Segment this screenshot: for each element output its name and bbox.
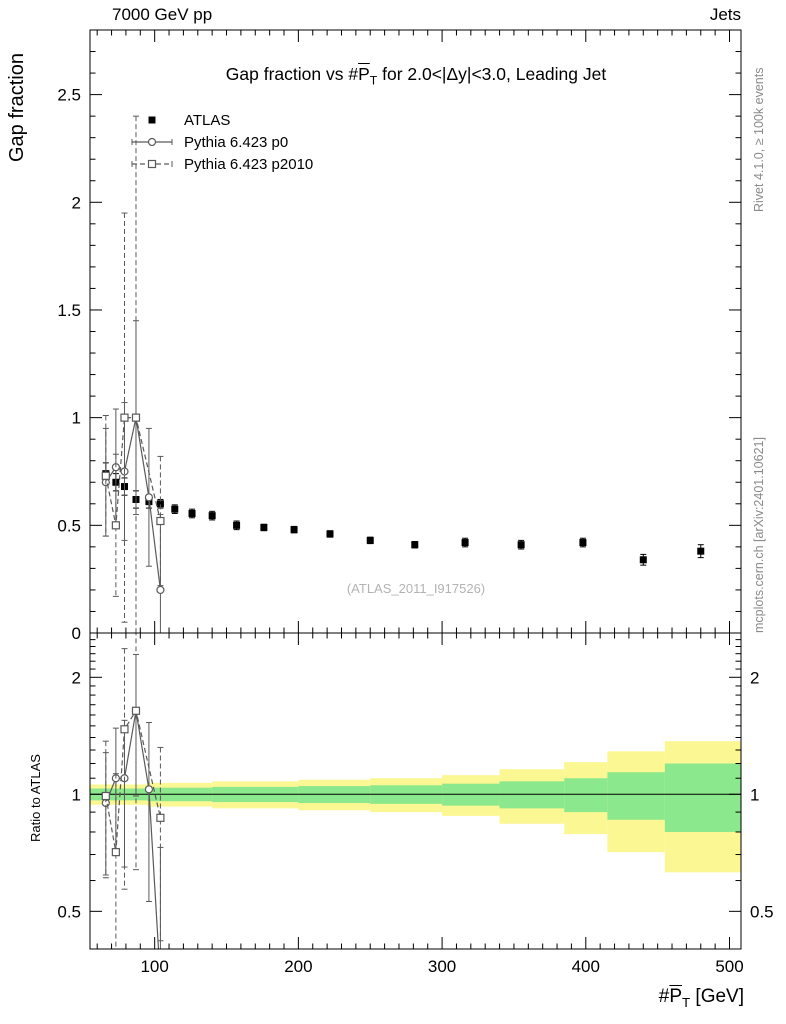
mcplots-credit-label: mcplots.cern.ch [arXiv:2401.10621]: [752, 437, 766, 633]
svg-text:0.5: 0.5: [57, 516, 81, 535]
svg-text:300: 300: [428, 957, 456, 976]
series-ratio-pythia-p2010: [101, 633, 165, 949]
legend-label-pythia-p2010: Pythia 6.423 p2010: [184, 156, 313, 173]
svg-text:1.5: 1.5: [57, 301, 81, 320]
plot-title-pt-sub: T: [369, 73, 378, 88]
ratio-panel-frame: [89, 632, 742, 950]
svg-text:100: 100: [140, 957, 168, 976]
svg-text:1: 1: [750, 785, 759, 804]
x-axis-label-prefix: #: [658, 986, 670, 1007]
plot-title: Gap fraction vs #PT for 2.0<|Δy|<3.0, Le…: [226, 64, 606, 88]
plot-title-prefix: Gap fraction vs #: [225, 64, 359, 84]
svg-text:0.5: 0.5: [57, 902, 81, 921]
legend-label-atlas: ATLAS: [184, 112, 230, 129]
green-band-segment: [607, 772, 665, 820]
y-axis-label-ratio: Ratio to ATLAS: [28, 754, 43, 842]
svg-text:2.5: 2.5: [57, 86, 81, 105]
svg-text:1: 1: [72, 785, 81, 804]
axis-tick-labels: 100 200 300 400 500 0 0.5 1 1.5 2 2.5 0.5 0.5 1 1 2 2: [57, 86, 773, 976]
series-main-atlas: [102, 462, 705, 566]
svg-text:400: 400: [572, 957, 600, 976]
process-label: Jets: [709, 5, 741, 24]
beam-energy-label: 7000 GeV pp: [112, 5, 213, 24]
svg-text:200: 200: [284, 957, 312, 976]
svg-text:2: 2: [72, 668, 81, 687]
svg-text:1: 1: [72, 409, 81, 428]
svg-text:0.5: 0.5: [750, 902, 774, 921]
uncertainty-bands: [90, 741, 741, 873]
y-axis-label-main: Gap fraction: [6, 53, 28, 162]
svg-text:2: 2: [750, 668, 759, 687]
analysis-id-watermark: (ATLAS_2011_I917526): [346, 581, 486, 596]
x-axis-label-pt-sub: T: [682, 994, 691, 1010]
svg-text:500: 500: [715, 957, 743, 976]
x-axis-label-suffix: [GeV]: [690, 986, 744, 1007]
svg-text:0: 0: [72, 624, 81, 643]
rivet-version-label: Rivet 4.1.0, ≥ 100k events: [752, 67, 766, 212]
axis-ticks: [90, 30, 741, 949]
plot-title-pt: P: [358, 64, 370, 84]
x-axis-label-pt: P: [669, 986, 683, 1007]
series-main-pythia-p0: [101, 320, 165, 633]
legend-label-pythia-p0: Pythia 6.423 p0: [184, 134, 288, 151]
svg-text:2: 2: [72, 193, 81, 212]
x-axis-label: #PT [GeV]: [659, 986, 744, 1010]
plot-title-suffix: for 2.0<|Δy|<3.0, Leading Jet: [377, 64, 607, 84]
green-band-segment: [499, 781, 565, 809]
legend: ATLAS Pythia 6.423 p0 Pythia 6.423 p2010: [131, 112, 313, 173]
series-main-pythia-p2010: [101, 115, 165, 633]
green-band-segment: [564, 778, 608, 813]
green-band-segment: [664, 763, 741, 832]
